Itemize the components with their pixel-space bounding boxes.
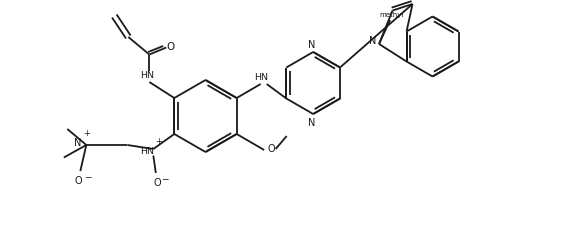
Text: N: N [308,40,315,50]
Text: O: O [153,177,160,187]
Text: +: + [84,128,90,137]
Text: HN: HN [141,70,155,79]
Text: N: N [74,137,81,147]
Text: HN: HN [140,146,154,155]
Text: +: + [155,137,162,145]
Text: −: − [161,174,168,183]
Text: methyl: methyl [379,12,404,18]
Text: HN: HN [254,72,268,81]
Text: O: O [74,175,82,185]
Text: N: N [308,118,315,128]
Text: O: O [268,144,275,154]
Text: −: − [84,172,91,181]
Text: N: N [369,36,376,46]
Text: O: O [166,41,174,51]
